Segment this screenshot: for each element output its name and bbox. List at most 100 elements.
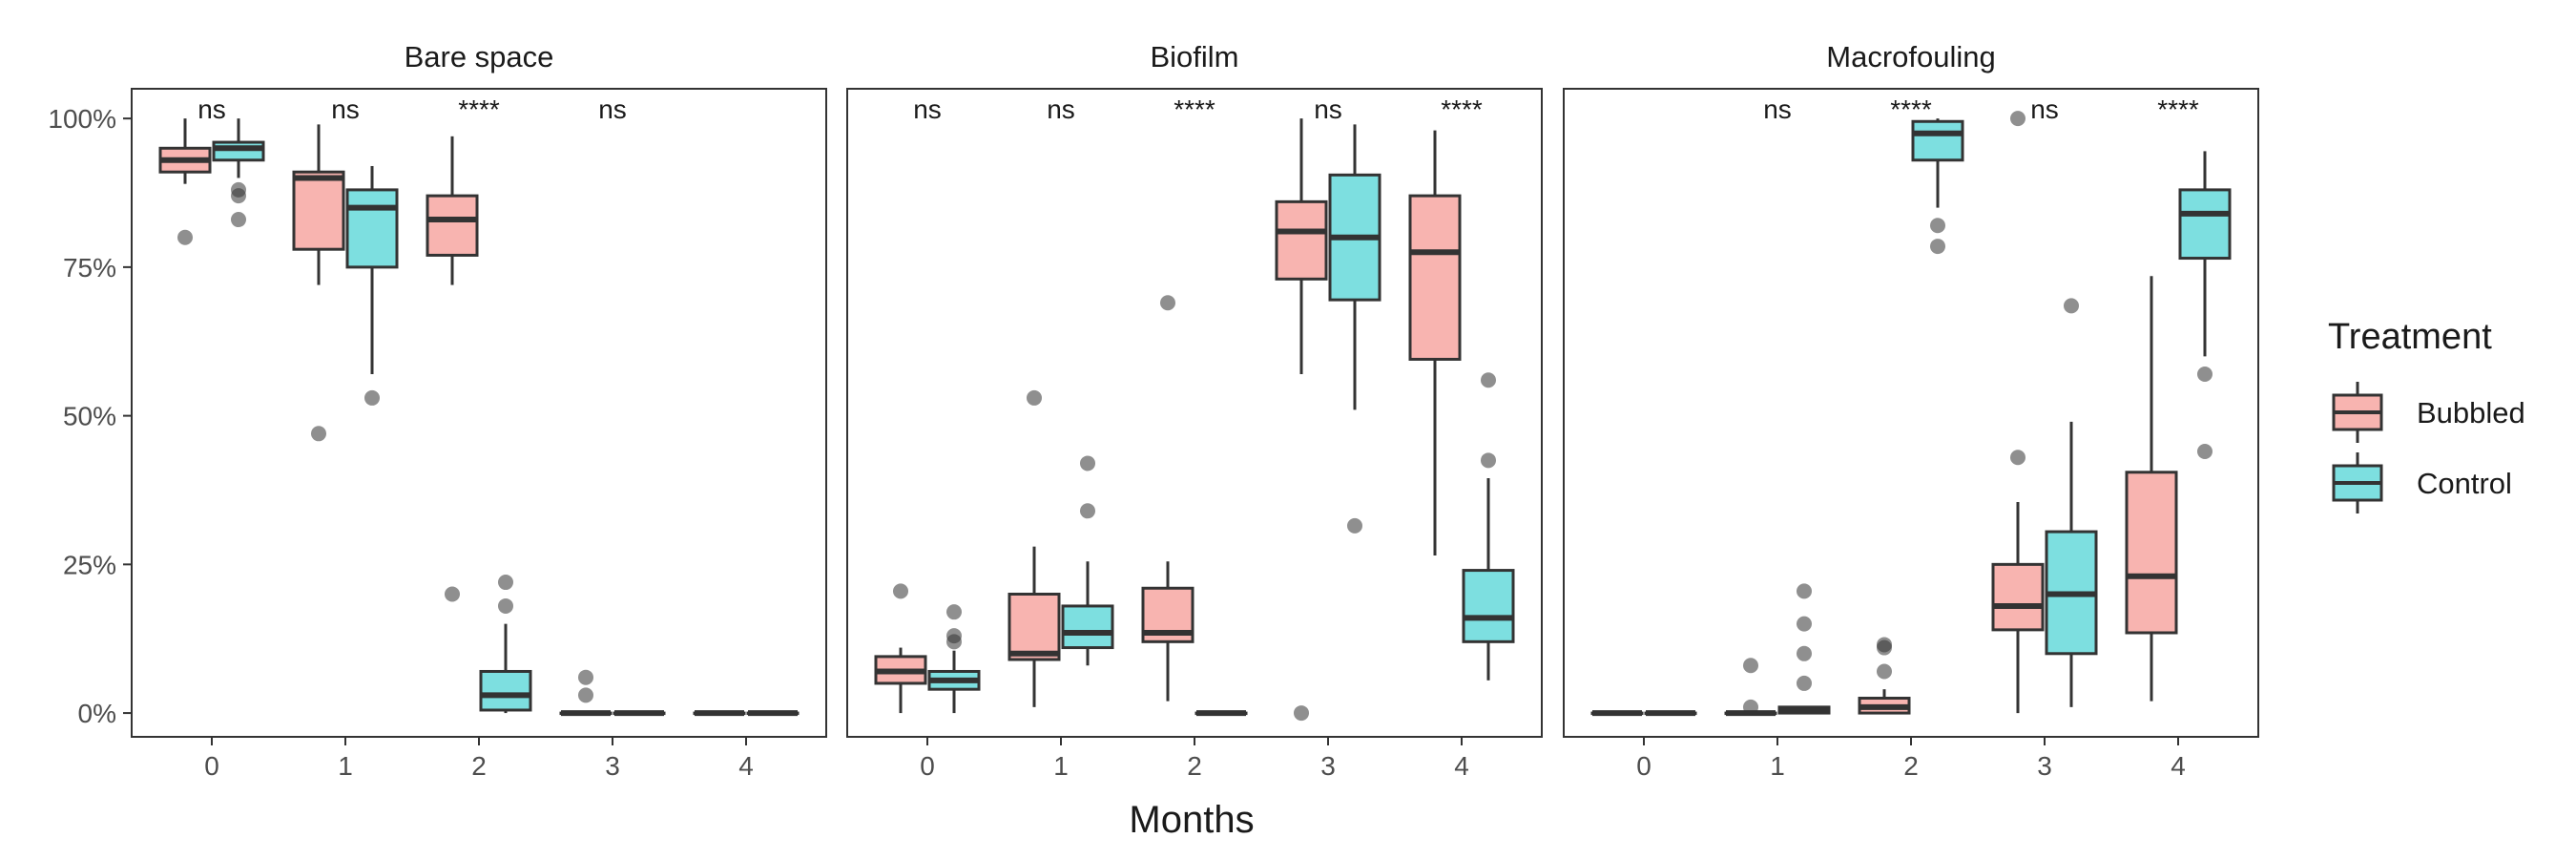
- box-control-month-3: [2045, 298, 2098, 707]
- x-tick-label: 4: [738, 751, 754, 781]
- box-iqr: [1061, 604, 1114, 650]
- significance-label: ns: [197, 94, 226, 124]
- box-bubbled-month-4: [2125, 276, 2178, 702]
- box-bubbled-month-3: [1275, 118, 1328, 722]
- significance-label: ns: [913, 94, 942, 124]
- box-control-month-0: [927, 604, 981, 714]
- box-iqr: [1008, 592, 1061, 661]
- x-tick-label: 4: [1454, 751, 1469, 781]
- box-control-month-3: [613, 710, 666, 717]
- box-bubbled-month-0: [158, 118, 212, 245]
- box-iqr: [1991, 562, 2045, 632]
- box-control-month-1: [1777, 583, 1831, 715]
- box-control-month-2: [1195, 710, 1248, 717]
- outlier-point: [1797, 616, 1812, 632]
- outlier-point: [893, 583, 908, 599]
- panel-0: Bare space ns ns **** ns 0 1 2 3 4 0% 25% 50% 75% 100%: [48, 40, 827, 781]
- y-tick-label: 25%: [63, 550, 116, 579]
- box-control-month-4: [1462, 372, 1515, 681]
- outlier-point: [578, 669, 593, 685]
- y-tick-label: 50%: [63, 402, 116, 431]
- significance-label: ns: [2030, 94, 2059, 124]
- outlier-point: [498, 575, 513, 591]
- box-iqr: [1462, 569, 1515, 643]
- significance-label: ns: [1047, 94, 1075, 124]
- box-iqr: [1275, 199, 1328, 281]
- box-control-month-4: [2178, 151, 2232, 459]
- significance-label: ****: [1174, 94, 1215, 124]
- x-tick-label: 2: [1187, 751, 1202, 781]
- y-tick-label: 75%: [63, 253, 116, 283]
- box-bubbled-month-0: [874, 583, 927, 714]
- box-iqr: [292, 170, 345, 251]
- box-iqr: [2178, 188, 2232, 261]
- box-control-month-4: [746, 710, 800, 717]
- y-tick-label: 0%: [78, 699, 116, 728]
- outlier-point: [1797, 583, 1812, 599]
- box-iqr: [1408, 194, 1462, 361]
- outlier-point: [578, 687, 593, 703]
- outlier-point: [1481, 372, 1496, 388]
- x-tick-label: 3: [2037, 751, 2052, 781]
- outlier-point: [1877, 663, 1892, 680]
- box-control-month-0: [212, 118, 265, 228]
- box-control-month-3: [1328, 124, 1381, 534]
- panel-border: [1563, 88, 2259, 738]
- box-bubbled-month-4: [1408, 130, 1462, 556]
- x-tick-label: 1: [1053, 751, 1069, 781]
- outlier-point: [1877, 639, 1892, 656]
- outlier-point: [2064, 298, 2079, 314]
- panel-title: Biofilm: [1150, 40, 1238, 73]
- box-iqr: [1911, 119, 1964, 162]
- significance-label: ****: [2157, 94, 2199, 124]
- y-tick-label: 100%: [48, 104, 116, 134]
- outlier-point: [1481, 452, 1496, 469]
- significance-label: ****: [1441, 94, 1483, 124]
- significance-label: ns: [598, 94, 627, 124]
- box-bubbled-month-4: [693, 710, 746, 717]
- significance-label: ****: [458, 94, 500, 124]
- panel-1: Biofilm ns ns **** ns **** 0 1 2 3 4: [846, 40, 1543, 781]
- box-bubbled-month-2: [1858, 637, 1911, 715]
- panel-title: Bare space: [405, 40, 554, 73]
- outlier-point: [231, 212, 246, 228]
- outlier-point: [1930, 239, 1945, 255]
- x-tick-label: 1: [1770, 751, 1785, 781]
- outlier-point: [1080, 455, 1095, 471]
- box-bubbled-month-2: [1141, 295, 1195, 702]
- box-bubbled-month-1: [1008, 389, 1061, 707]
- x-tick-label: 3: [1320, 751, 1336, 781]
- box-control-month-2: [479, 575, 532, 714]
- outlier-point: [1294, 705, 1309, 722]
- x-tick-label: 0: [920, 751, 935, 781]
- box-bubbled-month-0: [1590, 710, 1644, 717]
- x-tick-label: 3: [605, 751, 620, 781]
- x-axis-label: Months: [1129, 799, 1254, 841]
- x-tick-label: 4: [2171, 751, 2186, 781]
- outlier-point: [2010, 111, 2025, 127]
- box-bubbled-month-3: [559, 669, 613, 717]
- box-bubbled-month-1: [1724, 658, 1777, 717]
- panel-title: Macrofouling: [1826, 40, 1995, 73]
- outlier-point: [1347, 517, 1362, 534]
- x-tick-label: 2: [1903, 751, 1919, 781]
- significance-label: ns: [1314, 94, 1342, 124]
- outlier-point: [1160, 295, 1175, 311]
- outlier-point: [1797, 675, 1812, 691]
- panels: Bare space ns ns **** ns 0 1 2 3 4 0% 25% 50% 75% 100%…: [48, 40, 2259, 781]
- outlier-point: [231, 188, 246, 204]
- box-bubbled-month-2: [426, 136, 479, 602]
- legend-entry-bubbled: Bubbled: [2332, 382, 2525, 443]
- legend-label: Control: [2417, 467, 2512, 500]
- outlier-point: [946, 634, 962, 650]
- x-tick-label: 0: [1636, 751, 1652, 781]
- box-iqr: [212, 140, 265, 162]
- legend-title: Treatment: [2328, 317, 2492, 357]
- outlier-point: [2197, 367, 2212, 383]
- outlier-point: [1080, 503, 1095, 519]
- outlier-point: [1027, 389, 1042, 406]
- box-iqr: [2125, 471, 2178, 635]
- outlier-point: [1743, 658, 1758, 674]
- outlier-point: [177, 229, 193, 245]
